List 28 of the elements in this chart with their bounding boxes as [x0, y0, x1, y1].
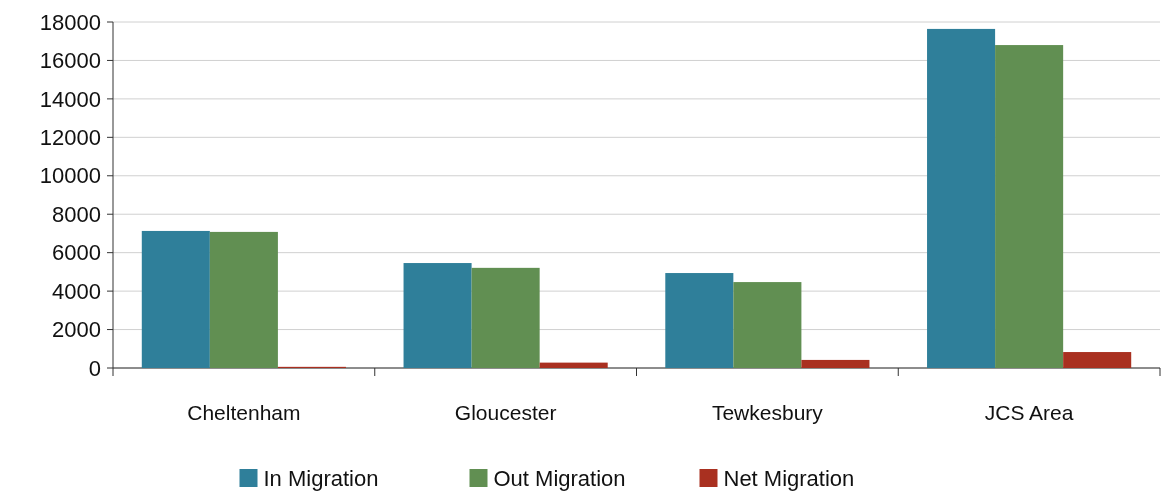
bar [403, 263, 472, 368]
y-tick-label: 14000 [39, 86, 101, 112]
bar [995, 45, 1064, 368]
legend-label: In Migration [263, 465, 379, 491]
y-tick-label: 4000 [52, 278, 101, 304]
bar [927, 28, 996, 368]
bar [801, 359, 870, 368]
y-tick-label: 12000 [39, 125, 101, 151]
bar [141, 230, 210, 368]
y-tick-label: 2000 [52, 317, 101, 343]
x-tick-label: JCS Area [984, 401, 1074, 424]
y-tick-label: 16000 [39, 48, 101, 74]
bar [1063, 352, 1132, 368]
x-tick-label: Gloucester [454, 401, 557, 424]
legend-label: Out Migration [493, 465, 626, 491]
bar [665, 273, 734, 368]
y-tick-label: 18000 [39, 9, 101, 35]
x-tick-label: Cheltenham [187, 401, 301, 424]
bar [471, 267, 540, 368]
x-tick-label: Tewkesbury [711, 401, 824, 424]
y-tick-label: 10000 [39, 163, 101, 189]
legend-label: Net Migration [723, 465, 855, 491]
bar [539, 362, 608, 368]
y-tick-label: 6000 [52, 240, 101, 266]
y-tick-label: 8000 [52, 201, 101, 227]
bar [209, 231, 278, 368]
y-tick-label: 0 [88, 355, 101, 381]
bar [733, 282, 802, 368]
